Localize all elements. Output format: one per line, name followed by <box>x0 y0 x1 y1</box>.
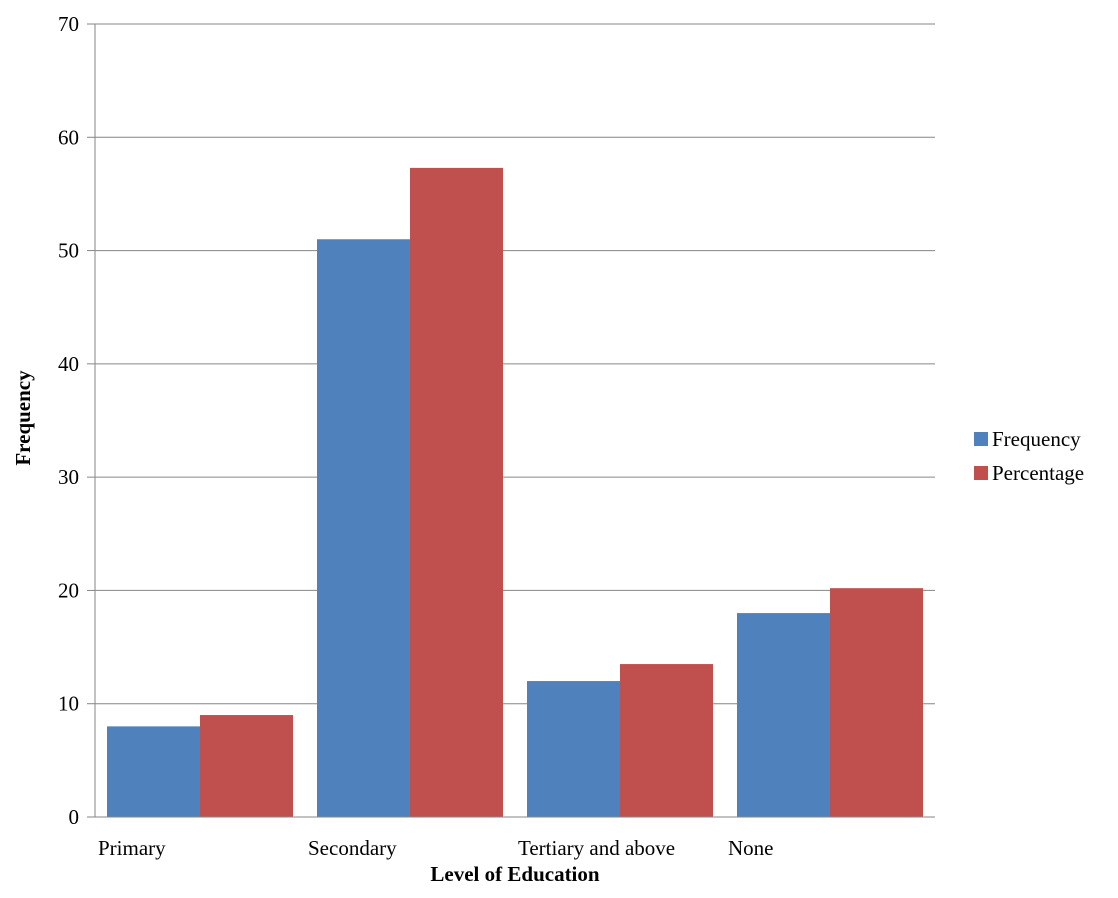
bar-frequency-0 <box>107 726 200 817</box>
y-axis-title: Frequency <box>11 370 35 466</box>
bar-frequency-1 <box>317 239 410 817</box>
y-tick-label: 0 <box>69 805 80 829</box>
x-tick-label: Secondary <box>308 836 397 860</box>
y-tick-label: 10 <box>58 692 79 716</box>
axes <box>87 23 935 818</box>
legend-label-percentage: Percentage <box>992 461 1084 485</box>
y-tick-label: 60 <box>58 125 79 149</box>
legend-label-frequency: Frequency <box>992 427 1081 451</box>
y-tick-label: 40 <box>58 352 79 376</box>
x-tick-label: Tertiary and above <box>518 836 675 860</box>
bar-frequency-2 <box>527 681 620 817</box>
bars <box>107 167 923 817</box>
legend: Frequency Percentage <box>974 427 1084 485</box>
x-axis-title: Level of Education <box>430 862 599 886</box>
legend-swatch-percentage <box>974 466 988 480</box>
x-tick-label: Primary <box>98 836 166 860</box>
bar-percentage-1 <box>410 167 503 817</box>
y-tick-label: 30 <box>58 465 79 489</box>
y-tick-label: 70 <box>58 12 79 36</box>
bar-frequency-3 <box>737 613 830 817</box>
legend-swatch-frequency <box>974 432 988 446</box>
y-tick-label: 50 <box>58 239 79 263</box>
bar-percentage-2 <box>620 664 713 817</box>
bar-percentage-3 <box>830 588 923 817</box>
y-tick-labels: 0 10 20 30 40 50 60 70 <box>58 12 79 829</box>
x-tick-label: None <box>728 836 774 860</box>
gridlines <box>95 23 935 705</box>
bar-percentage-0 <box>200 715 293 817</box>
y-tick-label: 20 <box>58 578 79 602</box>
x-tick-labels: Primary Secondary Tertiary and above None <box>98 836 774 860</box>
